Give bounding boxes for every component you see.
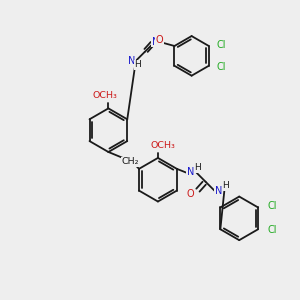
Text: H: H <box>222 181 229 190</box>
Text: N: N <box>128 56 136 66</box>
Text: OCH₃: OCH₃ <box>150 140 175 149</box>
Text: O: O <box>156 35 164 45</box>
Text: N: N <box>152 37 159 47</box>
Text: H: H <box>134 60 141 69</box>
Text: CH₂: CH₂ <box>122 158 139 166</box>
Text: N: N <box>187 167 194 177</box>
Text: Cl: Cl <box>217 62 226 72</box>
Text: OCH₃: OCH₃ <box>93 91 118 100</box>
Text: O: O <box>187 189 194 199</box>
Text: Cl: Cl <box>267 225 277 235</box>
Text: Cl: Cl <box>267 202 277 212</box>
Text: Cl: Cl <box>217 40 226 50</box>
Text: H: H <box>194 163 201 172</box>
Text: N: N <box>215 186 222 196</box>
Text: H: H <box>156 38 163 46</box>
